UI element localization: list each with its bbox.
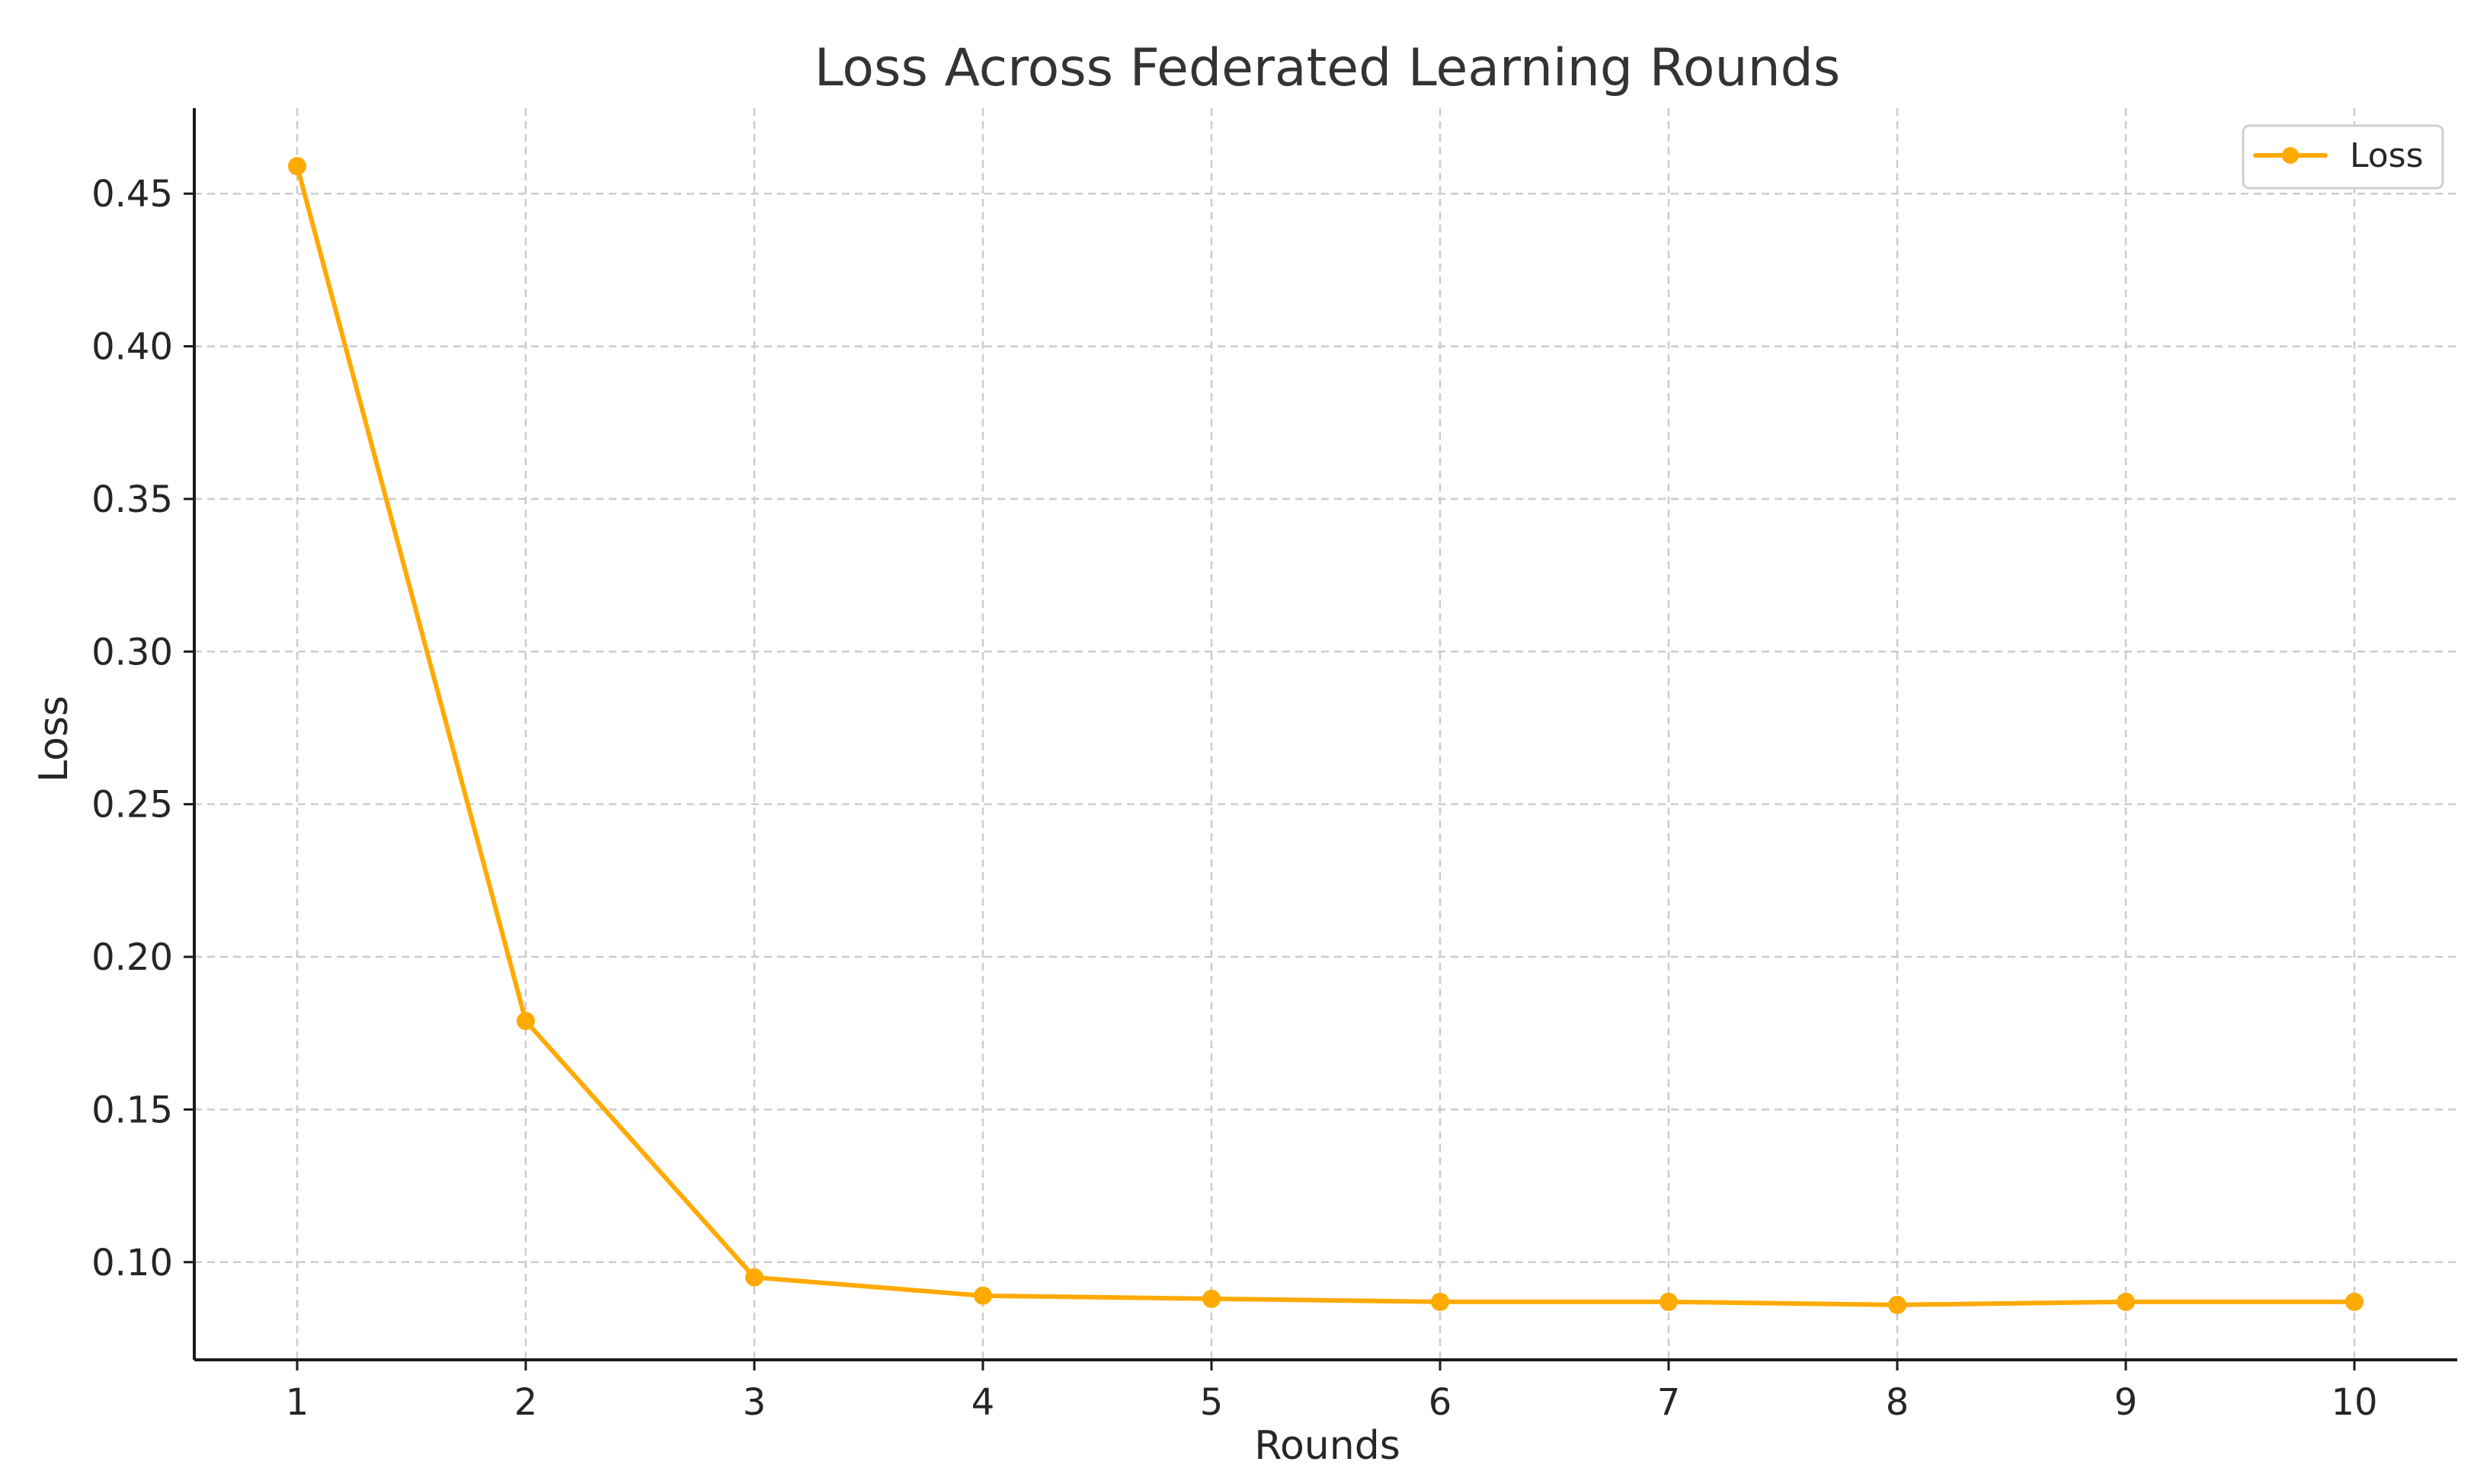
x-tick-label-9: 10 — [2331, 1381, 2377, 1424]
data-point-0-1 — [517, 1012, 535, 1031]
x-tick-label-5: 6 — [1429, 1381, 1452, 1424]
x-tick-label-4: 5 — [1200, 1381, 1224, 1424]
legend-marker — [2282, 147, 2299, 164]
axes-layer: 1 2 3 4 5 6 7 8 9 10 0.10 0.15 0.20 0.25 0.30 0.35 0.40 0… — [91, 108, 2457, 1424]
y-tick-label-4: 0.30 — [91, 631, 173, 673]
y-tick-label-0: 0.10 — [91, 1242, 173, 1284]
y-tick-label-3: 0.25 — [91, 784, 173, 827]
y-tick-label-2: 0.20 — [91, 936, 173, 979]
data-point-0-0 — [288, 157, 306, 176]
data-point-0-4 — [1202, 1289, 1221, 1308]
y-tick-label-6: 0.40 — [91, 326, 173, 369]
data-point-0-8 — [2117, 1292, 2135, 1311]
series-layer — [288, 157, 2364, 1314]
x-tick-label-8: 9 — [2114, 1381, 2138, 1424]
x-tick-label-7: 8 — [1886, 1381, 1909, 1424]
x-axis-label: Rounds — [1254, 1423, 1400, 1469]
data-point-0-2 — [745, 1268, 763, 1287]
data-point-0-3 — [974, 1286, 992, 1305]
x-tick-label-2: 3 — [743, 1381, 767, 1424]
x-tick-label-3: 4 — [971, 1381, 995, 1424]
x-tick-label-1: 2 — [514, 1381, 538, 1424]
y-tick-label-5: 0.35 — [91, 478, 173, 521]
y-axis-label: Loss — [31, 696, 77, 782]
legend-box — [2242, 124, 2444, 190]
series-line-0 — [295, 164, 2357, 1307]
legend-label-loss: Loss — [2350, 136, 2424, 175]
data-point-0-9 — [2345, 1292, 2364, 1311]
x-tick-label-0: 1 — [286, 1381, 309, 1424]
data-point-0-6 — [1659, 1292, 1678, 1311]
data-point-0-5 — [1431, 1292, 1449, 1311]
y-tick-label-7: 0.45 — [91, 173, 173, 216]
y-tick-label-1: 0.15 — [91, 1089, 173, 1131]
chart-title: Loss Across Federated Learning Rounds — [815, 38, 1841, 98]
grid-layer — [194, 108, 2457, 1360]
data-point-0-7 — [1888, 1295, 1906, 1314]
labels-layer: Loss Across Federated Learning Rounds Ro… — [31, 38, 1840, 1469]
legend: Loss — [2242, 124, 2444, 190]
x-tick-label-6: 7 — [1657, 1381, 1681, 1424]
